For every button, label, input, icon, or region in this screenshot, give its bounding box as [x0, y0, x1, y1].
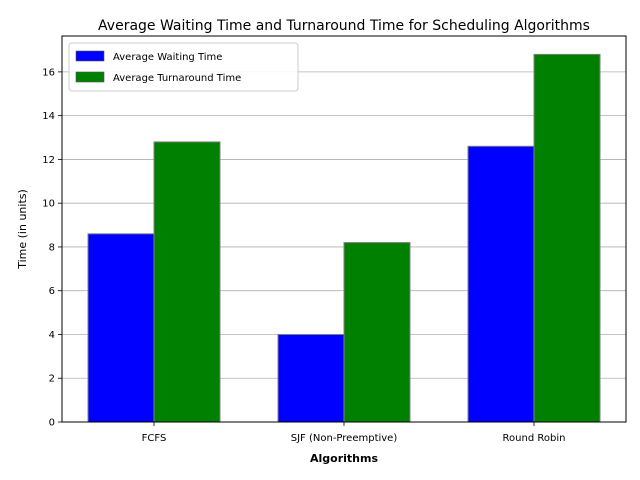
legend-frame	[68, 42, 299, 92]
y-tick-label: 16	[42, 67, 55, 78]
legend-label-waiting: Average Waiting Time	[113, 52, 222, 63]
y-tick-label: 12	[42, 155, 55, 166]
y-tick-label: 14	[42, 111, 55, 122]
bar-turnaround-2	[533, 53, 601, 423]
y-tick-label: 6	[49, 286, 55, 297]
bar-waiting-0	[87, 233, 155, 423]
y-axis: 0 2 4 6 8 10 12 14 16	[42, 67, 62, 429]
legend-label-turnaround: Average Turnaround Time	[113, 73, 241, 84]
bar-turnaround-1	[343, 242, 411, 423]
bar-turnaround-0	[153, 141, 221, 423]
y-tick-label: 0	[49, 418, 55, 429]
bar-waiting-2	[467, 145, 535, 423]
y-axis-label: Time (in units)	[16, 189, 29, 270]
y-tick-label: 8	[49, 242, 55, 253]
legend-swatch-turnaround	[75, 71, 105, 83]
legend: Average Waiting Time Average Turnaround …	[68, 42, 299, 92]
chart-title: Average Waiting Time and Turnaround Time…	[98, 18, 590, 34]
y-tick-label: 4	[49, 330, 55, 341]
x-tick-label: SJF (Non-Preemptive)	[291, 433, 398, 444]
y-tick-label: 2	[49, 374, 55, 385]
x-tick-label: FCFS	[142, 433, 167, 444]
legend-swatch-waiting	[75, 50, 105, 62]
x-tick-label: Round Robin	[503, 433, 566, 444]
y-tick-label: 10	[42, 199, 55, 210]
bars	[87, 53, 601, 423]
x-axis: FCFS SJF (Non-Preemptive) Round Robin	[142, 422, 566, 444]
bar-waiting-1	[277, 333, 345, 423]
x-axis-label: Algorithms	[310, 452, 378, 465]
